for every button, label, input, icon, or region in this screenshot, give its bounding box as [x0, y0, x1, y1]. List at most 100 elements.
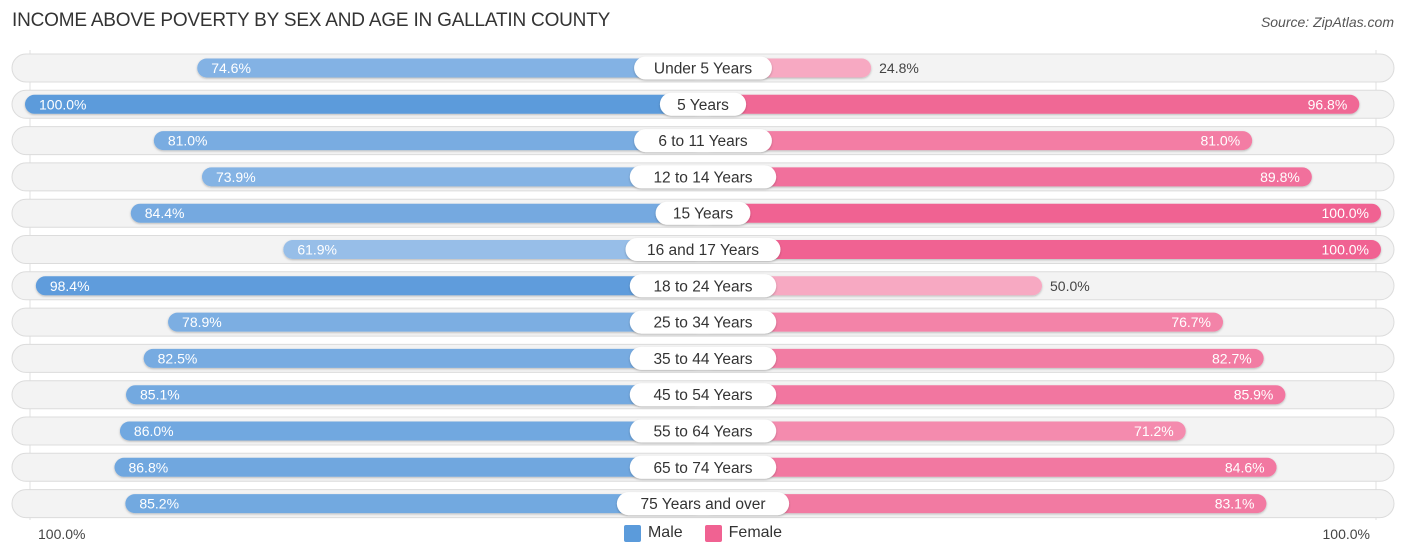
category-pill	[629, 274, 777, 298]
value-label-female: 71.2%	[1134, 423, 1174, 439]
category-label: 25 to 34 Years	[653, 315, 752, 332]
chart-row: 81.0% 81.0% 6 to 11 Years	[11, 126, 1395, 156]
category-pill	[625, 238, 781, 261]
bar-female	[703, 421, 1186, 441]
category-label: 75 Years and over	[641, 496, 766, 513]
bar-male	[126, 385, 704, 405]
chart-row: 86.0% 71.2% 55 to 64 Years	[11, 416, 1395, 446]
category-pill	[629, 455, 777, 479]
category-label: 18 to 24 Years	[653, 278, 752, 295]
bar-female	[703, 131, 1253, 151]
value-label-female: 100.0%	[1322, 205, 1369, 221]
category-label: 6 to 11 Years	[658, 133, 748, 150]
value-label-male: 73.9%	[216, 169, 256, 185]
bar-female	[703, 348, 1264, 368]
chart-title: INCOME ABOVE POVERTY BY SEX AND AGE IN G…	[12, 10, 611, 31]
bar-male	[114, 457, 704, 477]
chart-row: 98.4% 50.0% 18 to 24 Years	[11, 271, 1395, 301]
value-label-male: 81.0%	[168, 133, 208, 149]
category-label: 15 Years	[673, 206, 734, 223]
legend-label-male: Male	[647, 524, 683, 541]
value-label-male: 85.1%	[140, 387, 180, 403]
bar-female	[703, 494, 1267, 514]
value-label-male: 82.5%	[158, 350, 198, 366]
chart-source: Source: ZipAtlas.com	[1260, 14, 1394, 30]
chart-row: 85.1% 85.9% 45 to 54 Years	[11, 380, 1395, 410]
legend-item-female[interactable]: Female	[704, 524, 783, 542]
category-pill	[616, 492, 790, 516]
bar-male	[125, 494, 704, 514]
value-label-female: 24.8%	[879, 60, 919, 76]
value-label-female: 50.0%	[1050, 278, 1090, 294]
bar-male	[283, 240, 703, 259]
value-label-female: 81.0%	[1200, 133, 1240, 149]
bar-female	[703, 276, 1042, 296]
category-label: 65 to 74 Years	[653, 460, 752, 477]
bar-male	[119, 421, 704, 441]
value-label-male: 98.4%	[50, 278, 90, 294]
category-pill	[629, 346, 777, 370]
bar-male	[130, 203, 703, 223]
bar-male	[35, 276, 703, 296]
value-label-female: 100.0%	[1322, 242, 1369, 258]
chart-row: 74.6% 24.8% Under 5 Years	[11, 53, 1395, 83]
category-label: 35 to 44 Years	[653, 351, 752, 368]
bar-female	[703, 385, 1286, 405]
category-label: 55 to 64 Years	[653, 424, 752, 441]
category-pill	[629, 383, 777, 407]
axis-right-label: 100.0%	[1322, 526, 1370, 542]
category-pill	[629, 419, 777, 443]
category-label: 16 and 17 Years	[647, 242, 759, 259]
category-label: Under 5 Years	[654, 61, 752, 78]
bar-female	[703, 94, 1360, 114]
category-label: 45 to 54 Years	[653, 387, 752, 404]
axis-left-label: 100.0%	[38, 526, 86, 542]
value-label-female: 89.8%	[1260, 169, 1300, 185]
bar-male	[168, 312, 704, 332]
bar-male	[197, 58, 703, 78]
value-label-male: 86.8%	[128, 459, 168, 475]
bar-male	[153, 131, 703, 151]
category-label: 5 Years	[677, 97, 729, 114]
category-pill	[634, 56, 772, 80]
category-label: 12 to 14 Years	[653, 169, 752, 186]
value-label-male: 85.2%	[139, 496, 179, 512]
category-pill	[629, 310, 777, 334]
bar-female	[703, 203, 1381, 223]
category-pill	[629, 165, 777, 189]
legend-item-male[interactable]: Male	[623, 524, 683, 542]
chart-row: 61.9% 100.0% 16 and 17 Years	[11, 235, 1395, 264]
legend-swatch-male	[623, 524, 641, 542]
value-label-female: 76.7%	[1171, 314, 1211, 330]
chart-row: 73.9% 89.8% 12 to 14 Years	[11, 162, 1395, 192]
value-label-male: 78.9%	[182, 314, 222, 330]
value-label-male: 61.9%	[297, 242, 337, 258]
legend-swatch-female	[704, 524, 722, 542]
value-label-female: 84.6%	[1225, 459, 1265, 475]
value-label-female: 82.7%	[1212, 350, 1252, 366]
bar-female	[703, 240, 1381, 259]
bar-male	[25, 94, 703, 114]
bar-female	[703, 312, 1224, 332]
bar-female	[703, 457, 1277, 477]
value-label-female: 85.9%	[1234, 387, 1274, 403]
bar-male	[143, 348, 703, 368]
category-pill	[659, 92, 747, 116]
value-label-female: 96.8%	[1308, 96, 1348, 112]
category-pill	[634, 129, 772, 153]
value-label-female: 83.1%	[1215, 496, 1255, 512]
value-label-male: 74.6%	[211, 60, 251, 76]
bar-male	[201, 167, 703, 187]
chart-row: 100.0% 96.8% 5 Years	[11, 89, 1395, 119]
chart-row: 85.2% 83.1% 75 Years and over	[11, 489, 1395, 519]
category-pill	[655, 201, 751, 225]
chart-row: 84.4% 100.0% 15 Years	[11, 198, 1395, 228]
bar-female	[703, 167, 1312, 187]
chart-row: 82.5% 82.7% 35 to 44 Years	[11, 343, 1395, 373]
value-label-male: 100.0%	[39, 96, 86, 112]
chart-row: 78.9% 76.7% 25 to 34 Years	[11, 307, 1395, 337]
legend: Male Female	[0, 524, 1406, 542]
value-label-male: 86.0%	[134, 423, 174, 439]
legend-label-female: Female	[728, 524, 783, 541]
value-label-male: 84.4%	[145, 205, 185, 221]
